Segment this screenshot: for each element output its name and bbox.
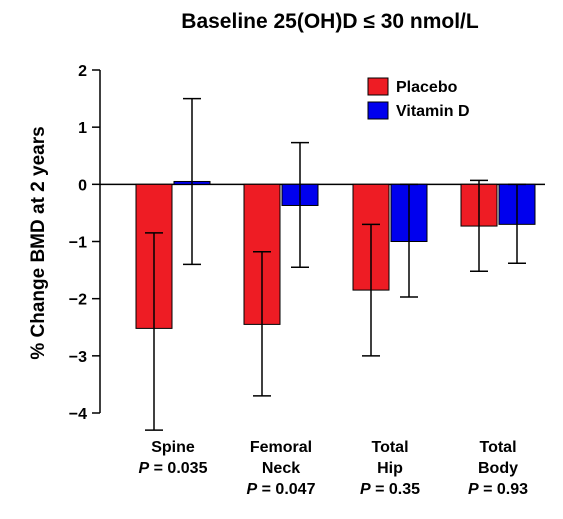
y-tick-label: −3 (69, 349, 87, 366)
p-symbol: P (360, 481, 371, 498)
error-bars (145, 97, 526, 431)
legend-swatch (367, 77, 389, 96)
chart-title: Baseline 25(OH)D ≤ 30 nmol/L (181, 10, 479, 33)
bars (135, 180, 536, 329)
legend-swatch (367, 101, 389, 120)
legend-label: Placebo (396, 79, 458, 96)
p-symbol: P (247, 481, 258, 498)
p-symbol: P (468, 481, 479, 498)
y-tick-label: −1 (69, 235, 87, 252)
p-value: = 0.047 (257, 481, 315, 498)
p-value-label: P = 0.035 (139, 460, 208, 477)
y-tick-label: 1 (78, 120, 87, 137)
category-label: Femoral (250, 439, 312, 456)
category-label: Body (478, 460, 518, 477)
legend: Placebo Vitamin D (367, 77, 470, 120)
p-value-label: P = 0.047 (247, 481, 316, 498)
category-label: Total (479, 439, 516, 456)
category-label: Neck (262, 460, 300, 477)
p-symbol: P (139, 460, 150, 477)
category-label: Hip (377, 460, 403, 477)
p-value-label: P = 0.35 (360, 481, 420, 498)
legend-label: Vitamin D (396, 103, 470, 120)
p-value: = 0.35 (371, 481, 420, 498)
y-tick-label: −2 (69, 292, 87, 309)
category-label: Total (371, 439, 408, 456)
y-ticks: 2 1 0 −1 −2 −3 −4 (69, 63, 100, 423)
p-value: = 0.93 (479, 481, 528, 498)
y-tick-label: 0 (78, 177, 87, 194)
y-tick-label: 2 (78, 63, 87, 80)
y-tick-label: −4 (69, 406, 87, 423)
p-value: = 0.035 (149, 460, 207, 477)
p-value-label: P = 0.93 (468, 481, 528, 498)
y-axis-label: % Change BMD at 2 years (28, 126, 49, 359)
category-label: Spine (151, 439, 195, 456)
